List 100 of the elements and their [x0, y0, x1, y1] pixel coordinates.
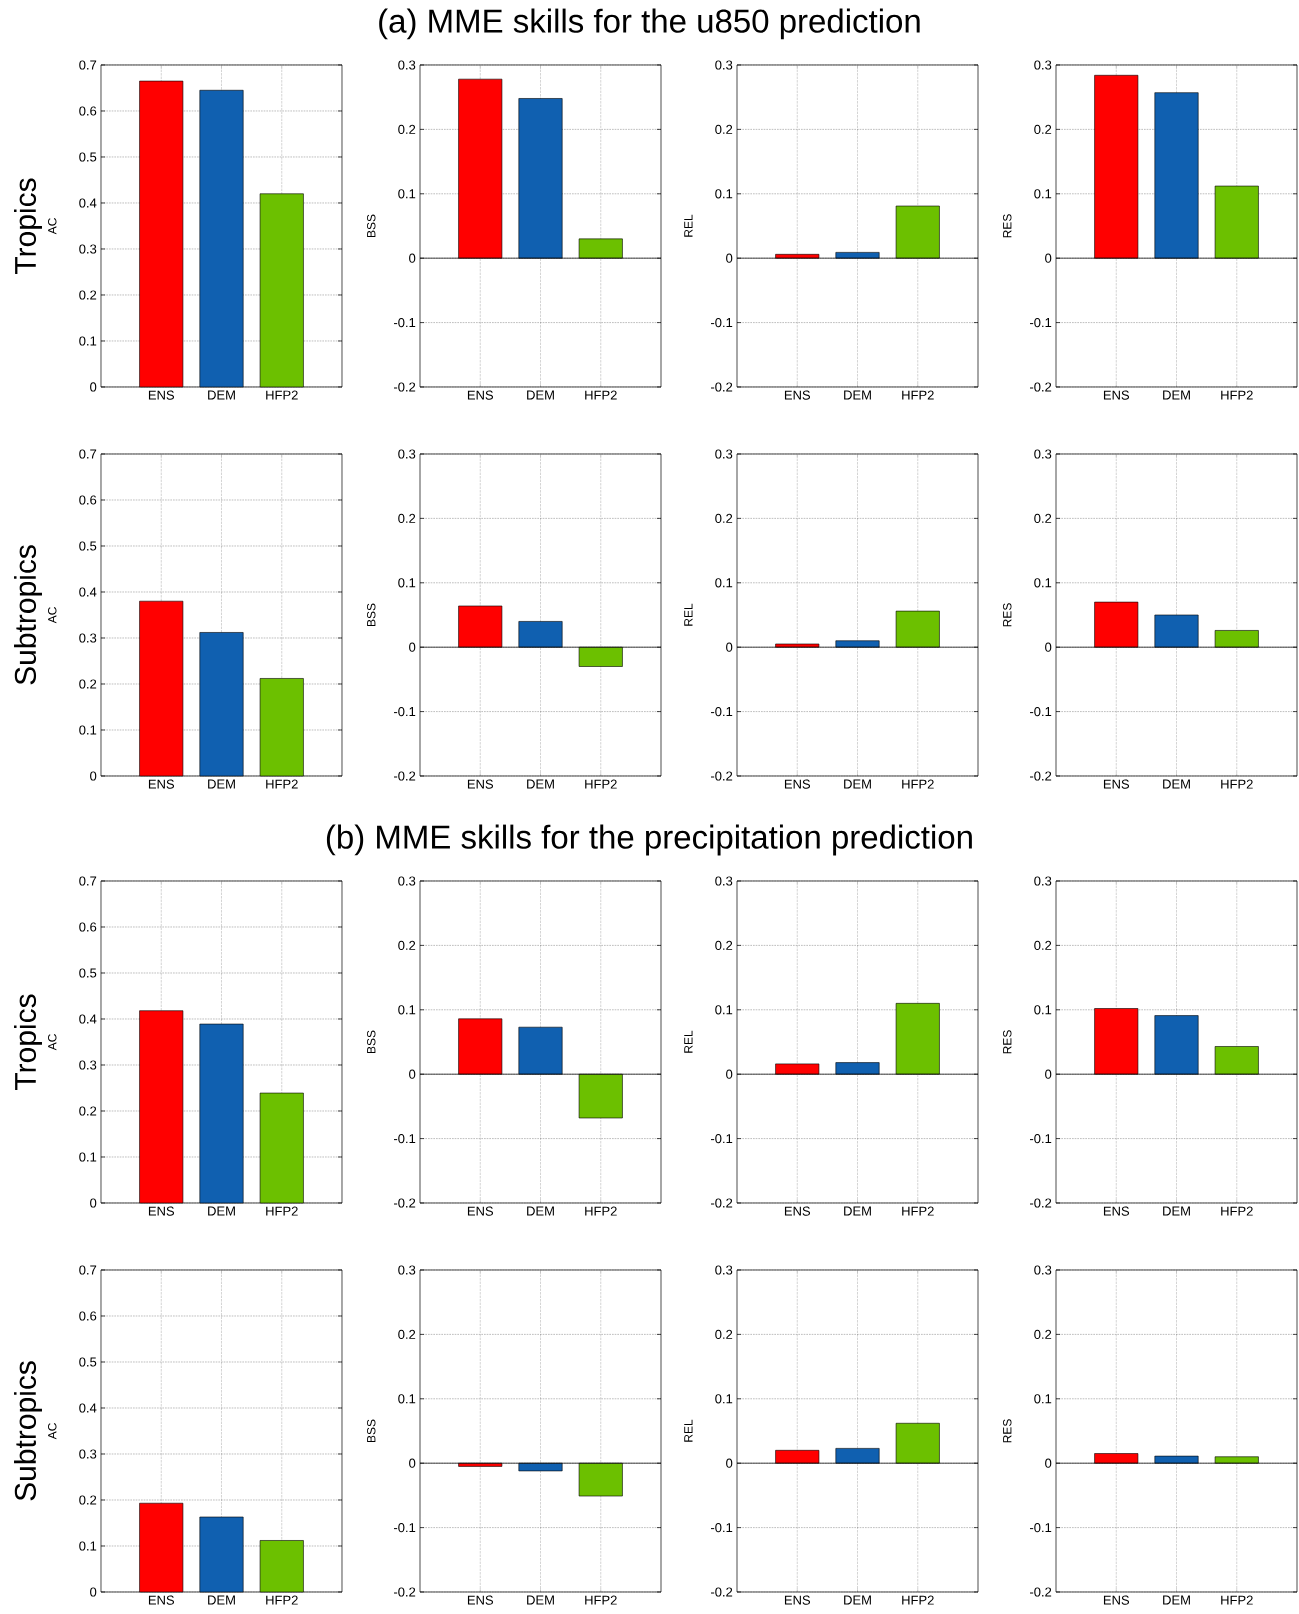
y-tick-label: 0 — [726, 1069, 733, 1079]
text: Tropics — [14, 994, 42, 1090]
y-tick-label: 0.2 — [1034, 513, 1052, 523]
y-tick-label: 0 — [90, 1198, 97, 1208]
y-tick-label: 0.3 — [79, 244, 97, 254]
y-tick-label: 0.5 — [79, 1357, 97, 1367]
y-tick-label: 0.3 — [79, 1449, 97, 1459]
y-tick-label: -0.2 — [710, 1198, 733, 1208]
y-tick-label: 0.1 — [715, 1005, 733, 1015]
x-tick-label: HFP2 — [902, 1206, 934, 1216]
y-tick-label: 0.1 — [398, 189, 416, 199]
x-tick-label: HFP2 — [1221, 390, 1253, 400]
y-tick-label: 0.2 — [79, 1106, 97, 1116]
y-tick-label: 0.6 — [79, 1311, 97, 1321]
y-tick-label: 0.7 — [79, 876, 97, 886]
x-tick-label: ENS — [148, 390, 175, 400]
x-tick-label: DEM — [208, 1206, 235, 1216]
x-tick-label: ENS — [467, 1206, 494, 1216]
x-tick-label: HFP2 — [266, 390, 298, 400]
y-tick-label: 0.2 — [79, 679, 97, 689]
y-tick-label: 0.3 — [715, 876, 733, 886]
x-tick-label: DEM — [844, 779, 871, 789]
text: Subtropics — [14, 1361, 42, 1501]
text: Tropics — [14, 178, 42, 274]
y-tick-label: -0.1 — [1029, 317, 1052, 328]
y-tick-label: 0.7 — [79, 60, 97, 70]
y-tick-label: 0.5 — [79, 541, 97, 551]
y-tick-label: 0.4 — [79, 587, 97, 597]
y-tick-label: 0.1 — [715, 578, 733, 588]
x-tick-label: HFP2 — [266, 1206, 298, 1216]
y-tick-label: -0.2 — [1029, 1587, 1052, 1597]
y-tick-label: 0 — [1045, 253, 1052, 263]
x-tick-label: HFP2 — [585, 779, 617, 789]
y-tick-label: -0.1 — [710, 317, 733, 328]
y-tick-label: 0 — [409, 1069, 416, 1079]
y-tick-label: 0.4 — [79, 1403, 97, 1413]
y-tick-label: -0.1 — [1029, 1133, 1052, 1144]
y-tick-label: -0.2 — [393, 382, 416, 392]
y-tick-label: 0.1 — [79, 1152, 97, 1162]
y-tick-label: 0.3 — [398, 449, 416, 459]
y-tick-label: 0.2 — [398, 940, 416, 950]
y-axis-title: REL — [684, 1419, 693, 1442]
text: Subtropics — [14, 545, 42, 685]
y-tick-label: 0 — [726, 253, 733, 263]
y-tick-label: 0.1 — [79, 336, 97, 346]
y-tick-label: 0.3 — [715, 449, 733, 459]
y-tick-label: 0.6 — [79, 106, 97, 116]
y-tick-label: 0.4 — [79, 198, 97, 208]
y-tick-label: 0 — [726, 1458, 733, 1468]
y-tick-label: 0.3 — [1034, 876, 1052, 886]
x-tick-label: DEM — [844, 390, 871, 400]
y-tick-label: -0.1 — [393, 706, 416, 717]
x-tick-label: HFP2 — [1221, 779, 1253, 789]
y-tick-label: -0.2 — [393, 771, 416, 781]
y-tick-label: -0.1 — [393, 1133, 416, 1144]
y-axis-title: AC — [48, 218, 57, 235]
y-tick-label: 0.2 — [398, 1329, 416, 1339]
x-tick-label: ENS — [784, 1206, 811, 1216]
x-tick-label: HFP2 — [585, 1595, 617, 1605]
y-tick-label: 0.5 — [79, 152, 97, 162]
y-tick-label: -0.2 — [710, 382, 733, 392]
y-tick-label: 0.6 — [79, 495, 97, 505]
y-tick-label: 0.2 — [1034, 1329, 1052, 1339]
x-tick-label: ENS — [148, 1206, 175, 1216]
y-tick-label: -0.1 — [1029, 706, 1052, 717]
x-tick-label: HFP2 — [585, 390, 617, 400]
y-tick-label: 0 — [90, 382, 97, 392]
x-tick-label: ENS — [467, 390, 494, 400]
x-tick-label: HFP2 — [266, 779, 298, 789]
y-tick-label: 0.2 — [1034, 940, 1052, 950]
y-axis-title: BSS — [367, 1419, 376, 1443]
y-tick-label: 0.6 — [79, 922, 97, 932]
y-tick-label: 0.7 — [79, 1265, 97, 1275]
y-tick-label: 0.1 — [398, 1394, 416, 1404]
y-tick-label: 0.2 — [1034, 124, 1052, 134]
y-tick-label: 0.2 — [79, 290, 97, 300]
x-tick-label: ENS — [467, 1595, 494, 1605]
y-tick-label: -0.1 — [710, 706, 733, 717]
x-tick-label: HFP2 — [902, 779, 934, 789]
x-tick-label: ENS — [1103, 779, 1130, 789]
y-tick-label: 0.3 — [398, 876, 416, 886]
y-tick-label: -0.1 — [710, 1133, 733, 1144]
y-tick-label: 0.3 — [1034, 1265, 1052, 1275]
y-tick-label: 0 — [90, 771, 97, 781]
y-tick-label: -0.1 — [393, 317, 416, 328]
y-tick-label: 0.2 — [398, 513, 416, 523]
y-tick-label: 0.3 — [715, 1265, 733, 1275]
y-tick-label: -0.2 — [710, 1587, 733, 1597]
x-tick-label: DEM — [1163, 1595, 1190, 1605]
x-tick-label: ENS — [467, 779, 494, 789]
x-tick-label: DEM — [1163, 1206, 1190, 1216]
x-tick-label: DEM — [208, 1595, 235, 1605]
x-tick-label: DEM — [844, 1206, 871, 1216]
y-tick-label: 0.1 — [1034, 1005, 1052, 1015]
y-tick-label: 0.1 — [79, 1541, 97, 1551]
x-tick-label: HFP2 — [266, 1595, 298, 1605]
x-tick-label: DEM — [844, 1595, 871, 1605]
y-tick-label: 0.4 — [79, 1014, 97, 1024]
y-tick-label: -0.1 — [393, 1522, 416, 1533]
y-axis-title: AC — [48, 1034, 57, 1051]
